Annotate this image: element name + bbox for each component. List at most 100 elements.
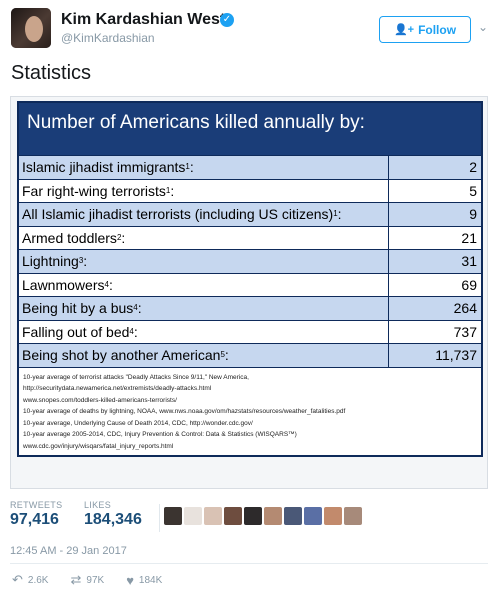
liker-avatar[interactable] [224, 507, 242, 525]
row-value: 21 [461, 229, 477, 246]
like-button[interactable]: ♥ 184K [126, 572, 162, 588]
row-label: Being hit by a bus 4: [19, 297, 389, 320]
table-rows: Islamic jihadist immigrants 1:2 Far right-… [19, 155, 481, 367]
row-label-colon: : [108, 276, 113, 293]
liker-avatar[interactable] [344, 507, 362, 525]
table-row: Lightning 3:31 [19, 249, 481, 273]
row-label-text: All Islamic jihadist terrorists (includi… [22, 206, 334, 223]
timestamp[interactable]: 12:45 AM - 29 Jan 2017 [10, 545, 127, 557]
retweets-label: RETWEETS [10, 500, 63, 510]
footnote-line: 10-year average of terrorist attacks "De… [23, 373, 249, 381]
table-row: Islamic jihadist immigrants 1:2 [19, 155, 481, 179]
follow-button[interactable]: 👤+ Follow [379, 16, 471, 43]
table-row: Far right-wing terrorists 1: 5 [19, 178, 481, 202]
liker-avatar[interactable] [244, 507, 262, 525]
verified-badge-icon: ✓ [220, 13, 234, 27]
tweet-header: Kim Kardashian West ✓ @KimKardashian 👤+ … [0, 0, 498, 60]
row-label: All Islamic jihadist terrorists (includi… [19, 203, 389, 226]
follow-label: Follow [418, 22, 457, 37]
table-title-spacer [19, 145, 481, 155]
row-label-colon: : [170, 182, 175, 199]
footnote-line: 10-year average, Underlying Cause of Dea… [23, 419, 253, 427]
liker-avatar[interactable] [204, 507, 222, 525]
row-label-colon: : [121, 229, 126, 246]
row-label-text: Falling out of bed [22, 323, 130, 340]
reply-count: 2.6K [27, 574, 49, 586]
liker-avatars [164, 507, 362, 525]
row-label-colon: : [337, 206, 342, 223]
row-value: 737 [453, 323, 477, 340]
avatar[interactable] [11, 8, 51, 48]
author-name[interactable]: Kim Kardashian West [61, 11, 226, 28]
avatar-face [25, 16, 43, 42]
row-value: 9 [389, 203, 481, 226]
row-label: Lightning 3: [19, 250, 389, 273]
footnote-line: www.cdc.gov/injury/wisqars/fatal_injury_… [23, 442, 174, 450]
row-label-text: Armed toddlers [22, 229, 117, 246]
table-row: Falling out of bed 4: 737 [19, 319, 481, 343]
table-row: Lawnmowers 4: 69 [19, 272, 481, 296]
footnote-line: 10-year average of deaths by lightning, … [23, 408, 346, 415]
footnote-line: www.snopes.com/toddlers-killed-americans… [23, 396, 177, 404]
table-row: All Islamic jihadist terrorists (includi… [19, 202, 481, 226]
liker-avatar[interactable] [184, 507, 202, 525]
row-label-text: Islamic jihadist immigrants [22, 159, 186, 176]
liker-avatar[interactable] [164, 507, 182, 525]
row-value: 2 [389, 156, 481, 179]
liker-avatar[interactable] [264, 507, 282, 525]
author-handle[interactable]: @KimKardashian [61, 31, 155, 45]
likes-stat[interactable]: LIKES 184,346 [84, 500, 142, 529]
add-user-icon: 👤+ [393, 24, 415, 36]
row-label-text: Lightning [22, 253, 79, 270]
retweet-button[interactable]: ⇄ 97K [70, 572, 104, 588]
heart-icon: ♥ [126, 572, 134, 588]
row-value: 31 [389, 250, 481, 273]
row-value: 69 [461, 276, 477, 293]
row-label-text: Far right-wing terrorists [22, 182, 166, 199]
tweet-text: Statistics [11, 62, 92, 84]
row-label-text: Being hit by a bus [22, 300, 134, 317]
row-label-colon: : [133, 323, 138, 340]
likes-value: 184,346 [84, 511, 142, 528]
row-label: Armed toddlers 2: [19, 226, 389, 249]
table-row: Armed toddlers 2: 21 [19, 225, 481, 249]
retweet-count: 97K [86, 574, 105, 586]
row-label: Being shot by another American 5: [19, 344, 389, 367]
liker-avatar[interactable] [324, 507, 342, 525]
liker-avatar[interactable] [304, 507, 322, 525]
row-label-text: Being shot by another American [22, 347, 221, 364]
retweets-value: 97,416 [10, 511, 59, 528]
table-footnotes: 10-year average of terrorist attacks "De… [19, 366, 481, 455]
row-label: Lawnmowers 4: [19, 273, 389, 296]
reply-icon: ↶ [12, 572, 23, 587]
row-label-colon: : [189, 159, 194, 176]
row-label: Islamic jihadist immigrants 1: [19, 156, 389, 179]
tweet-stats: RETWEETS 97,416 LIKES 184,346 [10, 500, 488, 536]
row-label-colon: : [137, 300, 142, 317]
row-label: Far right-wing terrorists 1: [19, 179, 389, 202]
row-label-text: Lawnmowers [22, 276, 105, 293]
row-value: 5 [469, 182, 477, 199]
chevron-down-icon[interactable]: ⌄ [478, 20, 489, 34]
table-title: Number of Americans killed annually by: [19, 103, 481, 145]
row-label-colon: : [83, 253, 88, 270]
tweet-actions: ↶ 2.6K ⇄ 97K ♥ 184K [12, 572, 162, 588]
table-row: Being shot by another American 5:11,737 [19, 343, 481, 367]
retweets-stat[interactable]: RETWEETS 97,416 [10, 500, 62, 529]
footnote-line: 10-year average 2005-2014, CDC, Injury P… [23, 431, 297, 438]
retweet-icon: ⇄ [70, 572, 82, 587]
row-label-colon: : [224, 347, 229, 364]
row-label: Falling out of bed 4: [19, 320, 389, 343]
row-value: 11,737 [389, 344, 481, 367]
like-count: 184K [138, 574, 163, 586]
row-value: 264 [389, 297, 481, 320]
liker-avatar[interactable] [284, 507, 302, 525]
footnote-line: http://securitydata.newamerica.net/extre… [23, 385, 212, 392]
statistics-table: Number of Americans killed annually by: … [17, 101, 483, 457]
actions-divider [10, 563, 488, 564]
stats-divider [159, 504, 160, 532]
table-row: Being hit by a bus 4:264 [19, 296, 481, 320]
tweet-image[interactable]: Number of Americans killed annually by: … [10, 96, 488, 489]
reply-button[interactable]: ↶ 2.6K [12, 572, 48, 588]
likes-label: LIKES [84, 500, 112, 510]
